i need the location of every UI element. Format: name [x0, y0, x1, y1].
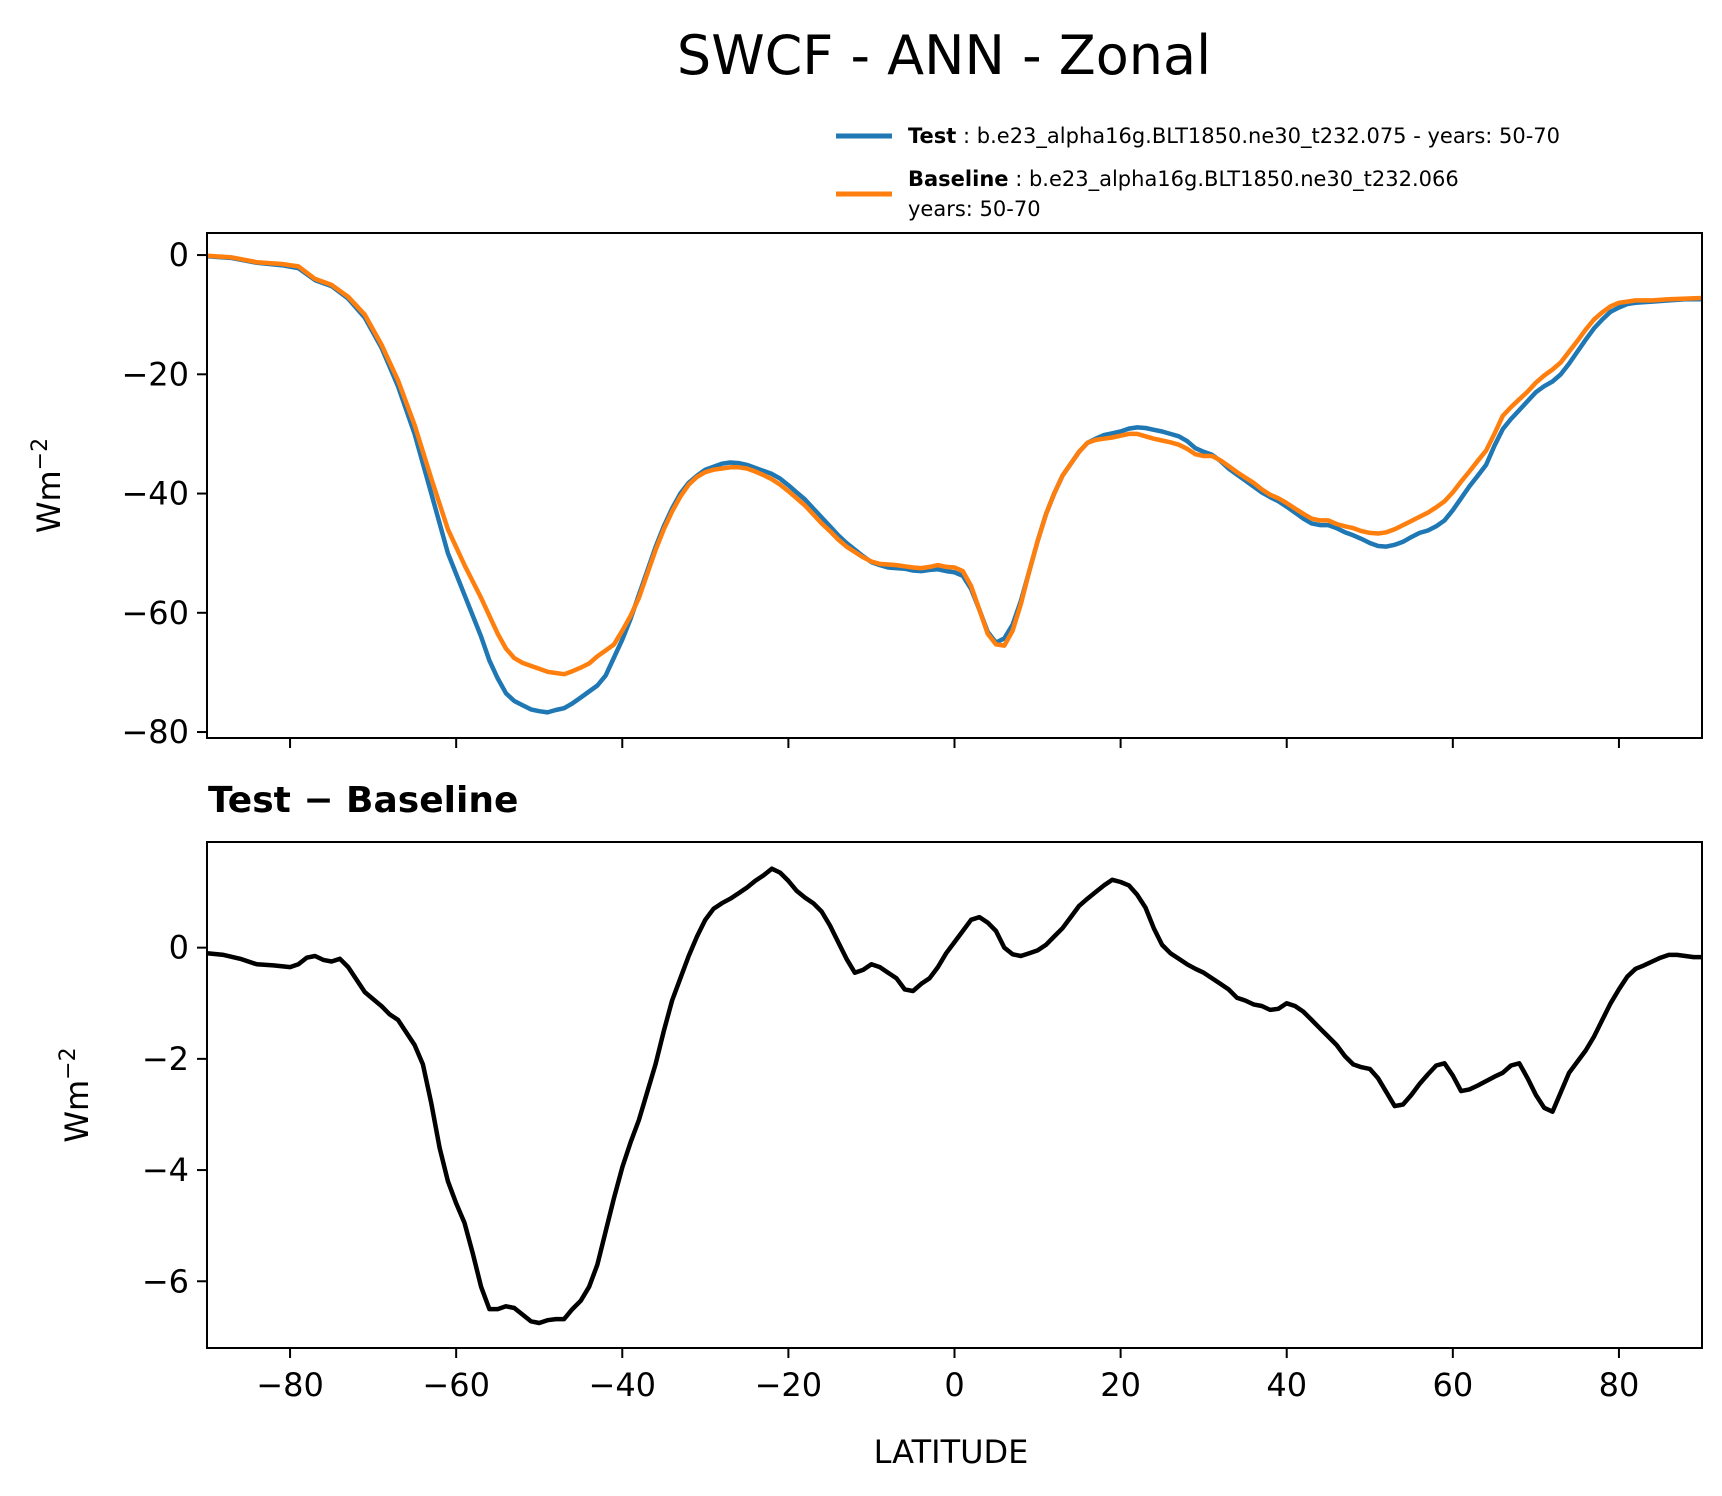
- y-axis-label: Wm−2: [28, 438, 68, 533]
- x-tick-label: 0: [944, 1366, 964, 1404]
- legend: Test : b.e23_alpha16g.BLT1850.ne30_t232.…: [836, 124, 1560, 221]
- y-axis-label: Wm−2: [56, 1047, 96, 1142]
- y-tick-label: −80: [121, 713, 189, 751]
- legend-baseline-separator: :: [1009, 167, 1029, 191]
- x-tick-label: 20: [1100, 1366, 1141, 1404]
- x-tick-label: −20: [755, 1366, 823, 1404]
- y-tick-label: 0: [169, 236, 189, 274]
- chart-title: SWCF - ANN - Zonal: [677, 24, 1211, 87]
- x-tick-label: 80: [1599, 1366, 1640, 1404]
- legend-baseline-label: Baseline: [908, 167, 1009, 191]
- x-tick-label: 60: [1432, 1366, 1473, 1404]
- x-tick-label: −40: [589, 1366, 657, 1404]
- y-axis-label-base: Wm: [30, 470, 68, 533]
- x-tick-label: −80: [256, 1366, 324, 1404]
- y-tick-label: −2: [142, 1040, 189, 1078]
- y-tick-label: −4: [142, 1151, 189, 1189]
- y-tick-label: −60: [121, 594, 189, 632]
- series-line-test-baseline: [206, 866, 1702, 1326]
- y-tick-label: 0: [169, 929, 189, 967]
- legend-test-label: Test: [908, 124, 956, 148]
- legend-baseline-text: b.e23_alpha16g.BLT1850.ne30_t232.066: [1029, 167, 1459, 192]
- legend-test-text: b.e23_alpha16g.BLT1850.ne30_t232.075 - y…: [977, 124, 1560, 149]
- y-tick-label: −20: [121, 355, 189, 393]
- legend-baseline-text-line2: years: 50-70: [908, 197, 1041, 221]
- legend-test-separator: :: [956, 124, 976, 148]
- panel-zonal-mean: 0 −20 −40 −60 −80 Wm−2: [28, 232, 1703, 751]
- legend-entry-test: Test : b.e23_alpha16g.BLT1850.ne30_t232.…: [908, 124, 1560, 149]
- series-line-baseline: [206, 253, 1703, 677]
- y-tick-label: −40: [121, 475, 189, 513]
- legend-entry-baseline: Baseline : b.e23_alpha16g.BLT1850.ne30_t…: [908, 167, 1459, 192]
- y-axis-label-exponent: −2: [56, 1047, 81, 1079]
- y-axis-label-exponent: −2: [28, 438, 53, 470]
- y-axis-label-base: Wm: [58, 1080, 96, 1143]
- x-tick-label: 40: [1266, 1366, 1307, 1404]
- difference-panel-title: Test − Baseline: [208, 780, 518, 821]
- y-tick-label: −6: [142, 1262, 189, 1300]
- x-tick-label: −60: [422, 1366, 490, 1404]
- x-axis-label: LATITUDE: [874, 1433, 1029, 1471]
